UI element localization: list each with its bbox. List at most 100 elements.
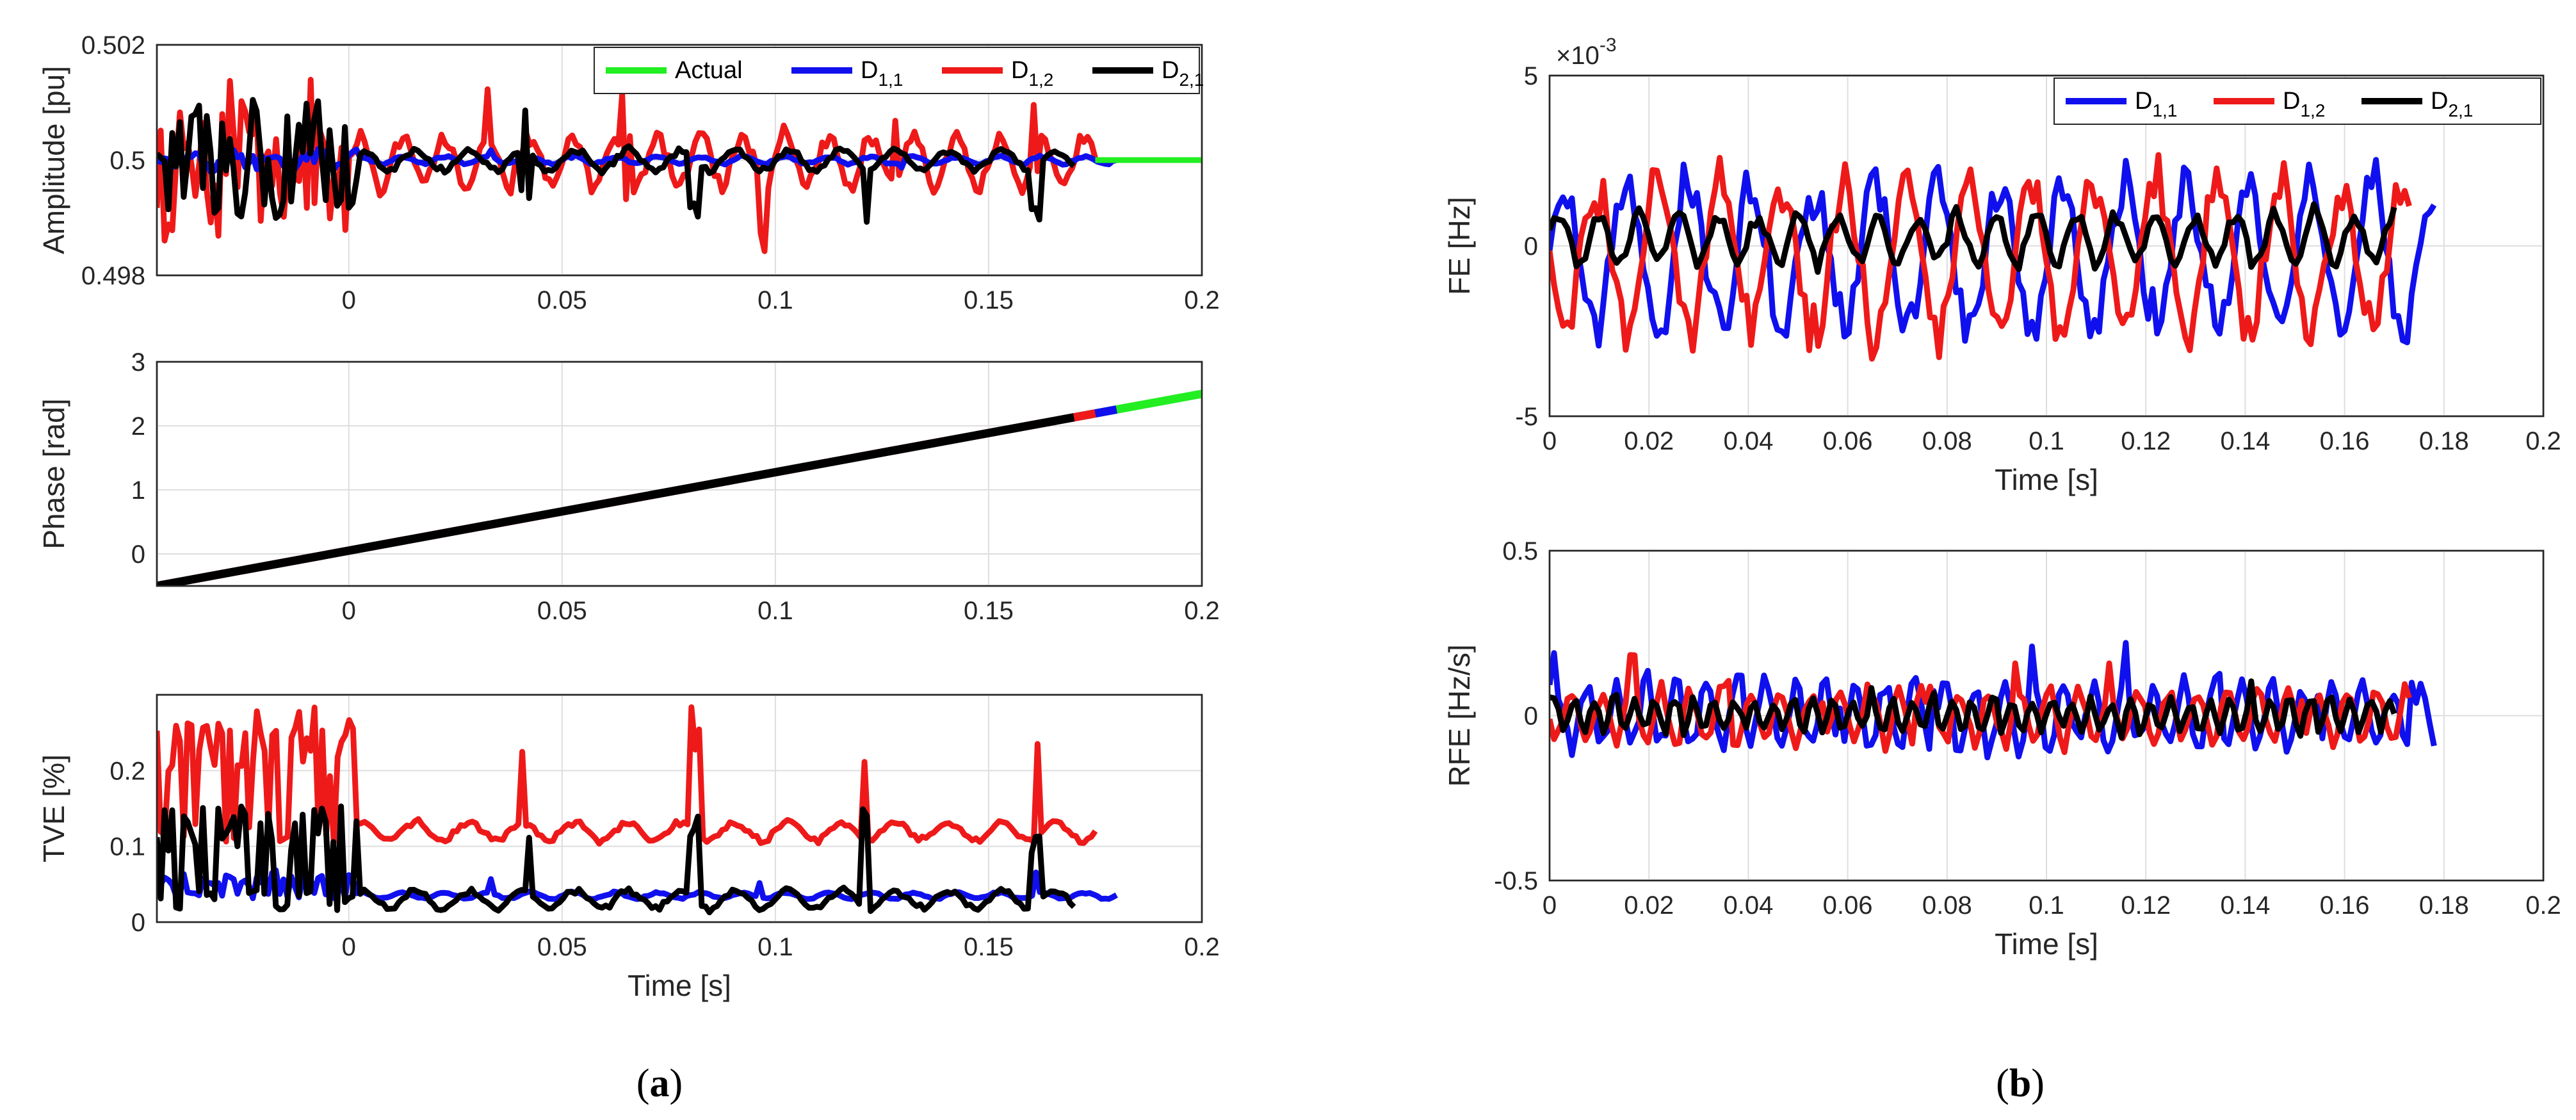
fe-legend-label-d21: D2,1 xyxy=(2431,88,2473,120)
tve-ytick-label: 0 xyxy=(131,909,145,937)
fe-series-group xyxy=(1550,152,2437,362)
panel-fe: 0 0.02 0.04 0.06 0.08 0.1 0.12 0.14 0.16 0.18 0.2 -… xyxy=(1443,35,2561,496)
fe-xtick-label: 0.12 xyxy=(2121,427,2171,455)
fe-legend-box xyxy=(2054,77,2541,125)
amplitude-ylabel: Amplitude [pu] xyxy=(37,66,70,254)
rfe-xtick-label: 0.08 xyxy=(1922,891,1972,920)
rfe-xtick-label: 0.1 xyxy=(2029,891,2064,920)
phase-ytick-label: 3 xyxy=(131,348,145,377)
amplitude-legend-label-d11: D1,1 xyxy=(861,57,903,90)
rfe-ytick-label: 0 xyxy=(1524,702,1538,731)
rfe-xtick-label: 0.14 xyxy=(2220,891,2270,920)
rfe-series-d21 xyxy=(1550,678,2397,741)
panel-phase: 0 0.05 0.1 0.15 0.2 0 1 2 3 Phase [rad] xyxy=(37,348,1220,625)
rfe-xtick-label: 0.02 xyxy=(1624,891,1674,920)
phase-ytick-label: 0 xyxy=(131,540,145,569)
fe-ytick-label: -5 xyxy=(1515,403,1538,431)
panel-rfe: 0 0.02 0.04 0.06 0.08 0.1 0.12 0.14 0.16 0.18 0.2 -… xyxy=(1443,537,2561,961)
phase-series-group xyxy=(157,389,1202,586)
tve-xtick-label: 0.05 xyxy=(537,933,587,961)
rfe-axes-frame xyxy=(1548,549,2545,882)
phase-xtick-label: 0.15 xyxy=(964,597,1014,625)
tve-xlabel: Time [s] xyxy=(628,969,731,1002)
rfe-ytick-label: -0.5 xyxy=(1494,867,1538,895)
rfe-series-d11 xyxy=(1550,640,2437,761)
tve-series-d12 xyxy=(157,704,1098,847)
phase-ylabel: Phase [rad] xyxy=(37,398,70,549)
amplitude-legend-box xyxy=(594,47,1200,94)
fe-ytick-label: 5 xyxy=(1524,62,1538,90)
phase-axes-frame xyxy=(156,361,1203,587)
tve-ylabel: TVE [%] xyxy=(37,754,70,863)
fe-xtick-label: 0.06 xyxy=(1823,427,1873,455)
phase-plot-area xyxy=(156,361,1203,587)
amplitude-ytick-label: 0.502 xyxy=(81,31,145,60)
fe-xtick-label: 0.2 xyxy=(2525,427,2561,455)
phase-xtick-label: 0.2 xyxy=(1184,597,1220,625)
fe-axes-frame xyxy=(1548,74,2545,418)
amplitude-series-d21 xyxy=(157,97,1076,225)
tve-xtick-label: 0.15 xyxy=(964,933,1014,961)
amplitude-xtick-label: 0.15 xyxy=(964,286,1014,314)
fe-ytick-label: 0 xyxy=(1524,232,1538,261)
rfe-xtick-label: 0.12 xyxy=(2121,891,2171,920)
panel-amplitude: 0 0.05 0.1 0.15 0.2 0.498 0.5 0.502 Amplitude [p… xyxy=(37,31,1220,314)
caption-b: (b) xyxy=(1996,1062,2045,1105)
amplitude-legend-label-d12: D1,2 xyxy=(1011,57,1053,90)
fe-legend: D1,1 D1,2 D2,1 xyxy=(2054,77,2541,125)
fe-xtick-label: 0.04 xyxy=(1723,427,1773,455)
fe-legend-label-d11: D1,1 xyxy=(2135,88,2177,120)
rfe-xtick-label: 0 xyxy=(1543,891,1557,920)
rfe-xtick-label: 0.16 xyxy=(2320,891,2370,920)
rfe-xtick-label: 0.06 xyxy=(1823,891,1873,920)
phase-xtick-label: 0.05 xyxy=(537,597,587,625)
fe-xtick-label: 0.18 xyxy=(2419,427,2469,455)
phase-series-d21 xyxy=(157,413,1075,586)
phase-ytick-label: 1 xyxy=(131,476,145,505)
rfe-xtick-label: 0.18 xyxy=(2419,891,2469,920)
amplitude-axes-frame xyxy=(156,44,1203,277)
amplitude-xtick-label: 0.2 xyxy=(1184,286,1220,314)
tve-xtick-label: 0.2 xyxy=(1184,933,1220,961)
fe-xtick-label: 0.1 xyxy=(2029,427,2064,455)
amplitude-legend: Actual D1,1 D1,2 D2,1 xyxy=(594,47,1204,94)
phase-ytick-label: 2 xyxy=(131,412,145,441)
rfe-xtick-label: 0.2 xyxy=(2525,891,2561,920)
fe-series-d12 xyxy=(1550,152,2412,362)
panel-tve: 0 0.05 0.1 0.15 0.2 0 0.1 0.2 TVE [%] Time [s] xyxy=(37,694,1220,1002)
tve-series-group xyxy=(157,704,1118,916)
phase-xtick-label: 0 xyxy=(342,597,356,625)
fe-xtick-label: 0 xyxy=(1543,427,1557,455)
amplitude-xtick-label: 0.05 xyxy=(537,286,587,314)
tve-ytick-label: 0.1 xyxy=(109,833,145,861)
fe-xtick-label: 0.08 xyxy=(1922,427,1972,455)
rfe-xtick-label: 0.04 xyxy=(1723,891,1773,920)
rfe-series-group xyxy=(1550,640,2437,761)
fe-xtick-label: 0.14 xyxy=(2220,427,2270,455)
fe-series-d11 xyxy=(1550,157,2437,349)
amplitude-legend-label-d21: D2,1 xyxy=(1162,57,1204,90)
tve-ytick-label: 0.2 xyxy=(109,757,145,785)
rfe-xlabel: Time [s] xyxy=(1995,927,2098,961)
fe-xlabel: Time [s] xyxy=(1995,463,2098,496)
amplitude-ytick-label: 0.5 xyxy=(109,147,145,175)
fe-exponent: ×10-3 xyxy=(1556,35,1617,70)
tve-xtick-label: 0.1 xyxy=(757,933,793,961)
rfe-ytick-label: 0.5 xyxy=(1502,537,1538,565)
fe-series-d21 xyxy=(1550,201,2397,275)
amplitude-xtick-label: 0.1 xyxy=(757,286,793,314)
fe-xtick-label: 0.02 xyxy=(1624,427,1674,455)
amplitude-legend-label-actual: Actual xyxy=(675,57,743,84)
rfe-ylabel: RFE [Hz/s] xyxy=(1443,644,1476,786)
tve-xtick-label: 0 xyxy=(342,933,356,961)
fe-legend-label-d12: D1,2 xyxy=(2283,88,2325,120)
amplitude-ytick-label: 0.498 xyxy=(81,262,145,290)
caption-a: (a) xyxy=(636,1062,683,1105)
tve-axes-frame xyxy=(156,694,1203,923)
amplitude-series-group xyxy=(157,77,1202,254)
fe-xtick-label: 0.16 xyxy=(2320,427,2370,455)
tve-series-d21 xyxy=(157,803,1076,916)
amplitude-xtick-label: 0 xyxy=(342,286,356,314)
phase-xtick-label: 0.1 xyxy=(757,597,793,625)
